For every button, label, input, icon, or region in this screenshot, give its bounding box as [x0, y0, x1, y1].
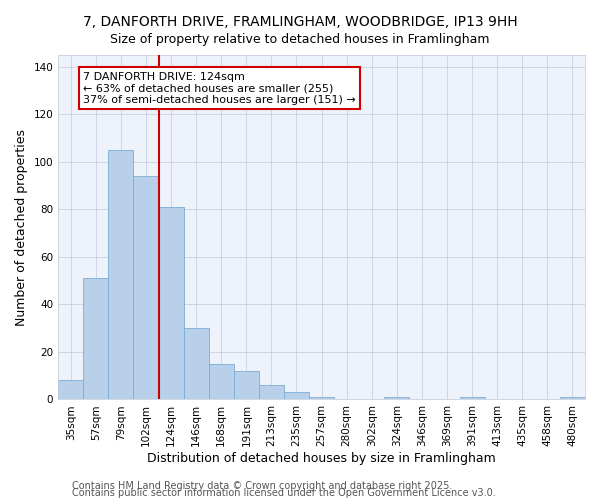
- Bar: [158, 207, 184, 400]
- Bar: [460, 397, 485, 400]
- Text: Contains public sector information licensed under the Open Government Licence v3: Contains public sector information licen…: [72, 488, 496, 498]
- X-axis label: Distribution of detached houses by size in Framlingham: Distribution of detached houses by size …: [147, 452, 496, 465]
- Bar: [309, 397, 334, 400]
- Bar: [109, 150, 133, 400]
- Bar: [209, 364, 234, 400]
- Text: Contains HM Land Registry data © Crown copyright and database right 2025.: Contains HM Land Registry data © Crown c…: [72, 481, 452, 491]
- Bar: [184, 328, 209, 400]
- Bar: [259, 385, 284, 400]
- Bar: [83, 278, 109, 400]
- Bar: [560, 397, 585, 400]
- Text: 7, DANFORTH DRIVE, FRAMLINGHAM, WOODBRIDGE, IP13 9HH: 7, DANFORTH DRIVE, FRAMLINGHAM, WOODBRID…: [83, 15, 517, 29]
- Bar: [284, 392, 309, 400]
- Bar: [234, 371, 259, 400]
- Y-axis label: Number of detached properties: Number of detached properties: [15, 128, 28, 326]
- Bar: [58, 380, 83, 400]
- Text: 7 DANFORTH DRIVE: 124sqm
← 63% of detached houses are smaller (255)
37% of semi-: 7 DANFORTH DRIVE: 124sqm ← 63% of detach…: [83, 72, 356, 105]
- Text: Size of property relative to detached houses in Framlingham: Size of property relative to detached ho…: [110, 32, 490, 46]
- Bar: [385, 397, 409, 400]
- Bar: [133, 176, 158, 400]
